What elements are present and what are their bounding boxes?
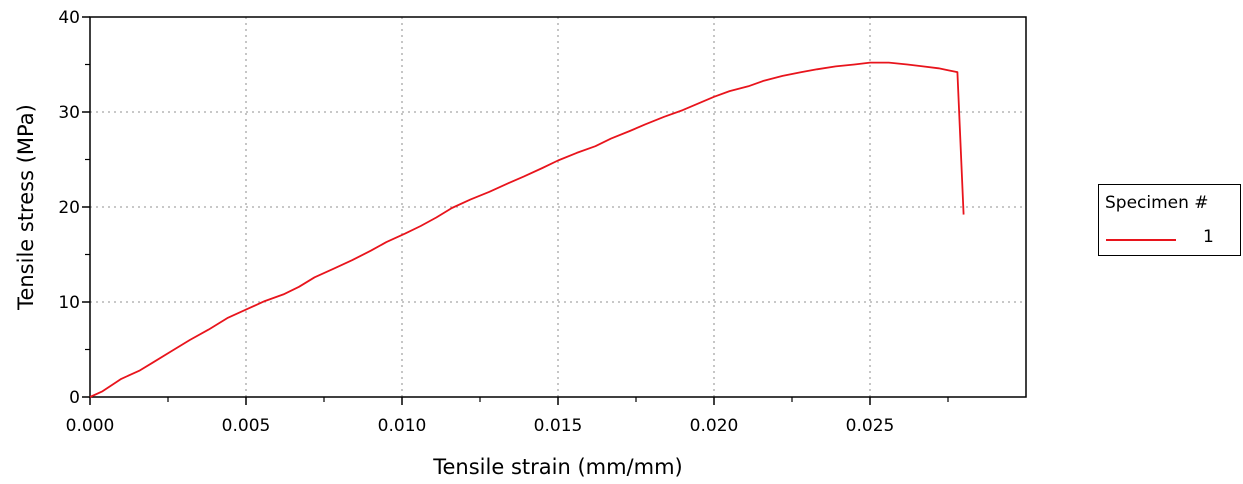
y-tick-label: 0 [69,388,80,408]
x-tick-label: 0.005 [222,416,271,436]
axes [82,16,1027,405]
x-tick-label: 0.015 [534,416,583,436]
legend-swatch-specimen-1 [1106,239,1176,241]
x-tick-label: 0.010 [378,416,427,436]
y-tick-label: 10 [58,293,80,313]
x-tick-label: 0.025 [846,416,895,436]
plot-frame [89,16,1027,398]
x-axis-title: Tensile strain (mm/mm) [432,455,682,479]
x-tick-label: 0.000 [66,416,115,436]
tick-labels: 0.000 0.005 0.010 0.015 0.020 0.025 0 10 20 30 40 [58,8,894,436]
y-tick-label: 30 [58,103,80,123]
y-axis-title: Tensile stress (MPa) [14,104,38,311]
legend-title: Specimen # [1105,193,1209,213]
series-layer [89,61,965,398]
x-tick-label: 0.020 [690,416,739,436]
series-line-specimen-1 [89,61,965,398]
legend: Specimen # 1 [1098,184,1241,256]
grid-lines [90,17,1026,397]
y-tick-label: 20 [58,198,80,218]
y-tick-label: 40 [58,8,80,28]
legend-label-specimen-1: 1 [1203,227,1214,247]
